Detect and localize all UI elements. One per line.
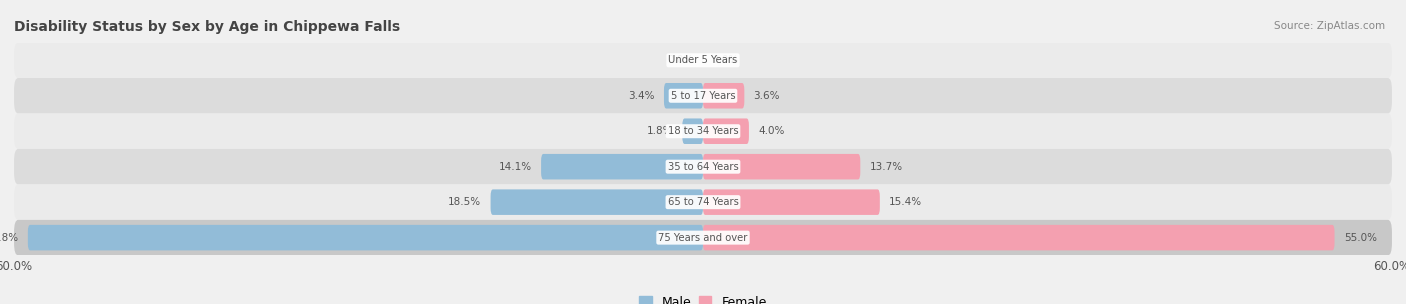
Text: 4.0%: 4.0% (758, 126, 785, 136)
Legend: Male, Female: Male, Female (640, 296, 766, 304)
Text: 55.0%: 55.0% (1344, 233, 1376, 243)
Text: 1.8%: 1.8% (647, 126, 673, 136)
Text: 75 Years and over: 75 Years and over (658, 233, 748, 243)
FancyBboxPatch shape (14, 43, 1392, 78)
Text: 58.8%: 58.8% (0, 233, 18, 243)
FancyBboxPatch shape (14, 113, 1392, 149)
Text: 0.0%: 0.0% (713, 55, 738, 65)
FancyBboxPatch shape (491, 189, 703, 215)
Text: 0.0%: 0.0% (668, 55, 693, 65)
FancyBboxPatch shape (682, 119, 703, 144)
FancyBboxPatch shape (28, 225, 703, 250)
Text: 14.1%: 14.1% (499, 162, 531, 172)
FancyBboxPatch shape (703, 189, 880, 215)
Text: 3.6%: 3.6% (754, 91, 780, 101)
FancyBboxPatch shape (664, 83, 703, 109)
Text: 13.7%: 13.7% (869, 162, 903, 172)
FancyBboxPatch shape (14, 78, 1392, 113)
Text: 18 to 34 Years: 18 to 34 Years (668, 126, 738, 136)
Text: 18.5%: 18.5% (449, 197, 481, 207)
FancyBboxPatch shape (14, 220, 1392, 255)
FancyBboxPatch shape (541, 154, 703, 179)
Text: 15.4%: 15.4% (889, 197, 922, 207)
Text: Under 5 Years: Under 5 Years (668, 55, 738, 65)
FancyBboxPatch shape (14, 185, 1392, 220)
FancyBboxPatch shape (703, 83, 744, 109)
Text: Disability Status by Sex by Age in Chippewa Falls: Disability Status by Sex by Age in Chipp… (14, 20, 401, 34)
Text: Source: ZipAtlas.com: Source: ZipAtlas.com (1274, 21, 1385, 31)
FancyBboxPatch shape (703, 225, 1334, 250)
FancyBboxPatch shape (14, 149, 1392, 185)
Text: 65 to 74 Years: 65 to 74 Years (668, 197, 738, 207)
Text: 3.4%: 3.4% (628, 91, 655, 101)
Text: 35 to 64 Years: 35 to 64 Years (668, 162, 738, 172)
FancyBboxPatch shape (703, 119, 749, 144)
Text: 5 to 17 Years: 5 to 17 Years (671, 91, 735, 101)
FancyBboxPatch shape (703, 154, 860, 179)
